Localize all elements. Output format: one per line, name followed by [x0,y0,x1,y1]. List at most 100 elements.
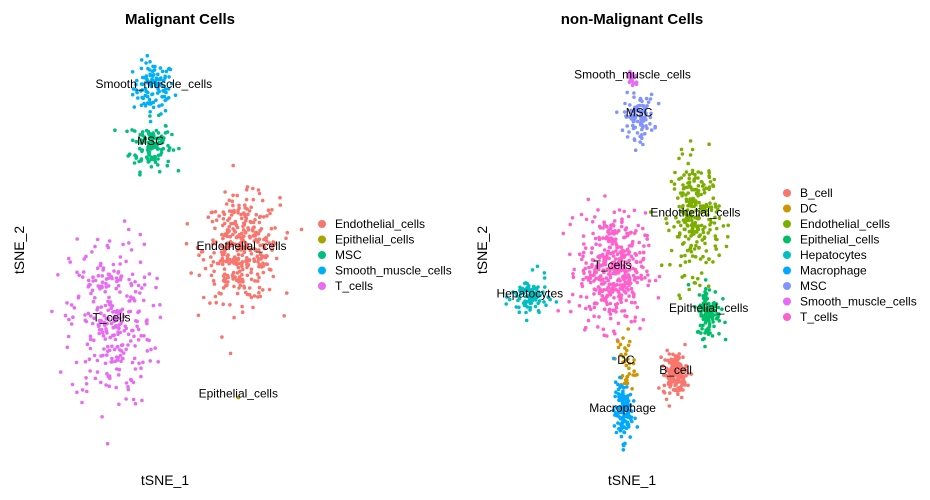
point-msc [171,148,176,152]
point-endothelial-cells [221,210,226,214]
point-t-cells [153,346,157,350]
point-b-cell [667,371,672,375]
point-t-cells [588,270,592,274]
point-macrophage [620,401,625,406]
point-msc [170,132,174,137]
point-epithelial-cells [711,301,716,306]
point-t-cells [581,234,586,238]
point-t-cells [126,343,130,347]
point-t-cells [577,303,582,308]
point-msc [648,97,653,101]
point-t-cells [590,220,595,224]
point-t-cells [114,276,119,280]
point-t-cells [118,255,123,259]
point-t-cells [647,279,652,283]
point-hepatocytes [546,295,550,300]
point-msc [623,101,627,106]
point-t-cells [126,227,131,232]
point-epithelial-cells [707,304,712,309]
point-t-cells [594,242,598,246]
point-t-cells [115,308,120,313]
point-t-cells [612,219,617,223]
point-macrophage [613,380,618,385]
point-endothelial-cells [249,220,253,225]
point-endothelial-cells [664,216,668,221]
point-t-cells [605,302,609,307]
point-t-cells [601,226,605,230]
point-t-cells [598,226,603,230]
point-t-cells [93,278,98,283]
point-msc [139,141,143,145]
point-t-cells [99,311,103,316]
point-endothelial-cells [692,179,696,183]
point-b-cell [679,368,683,372]
point-endothelial-cells [683,260,688,264]
point-msc [640,115,644,120]
point-macrophage [626,410,630,415]
point-endothelial-cells [704,186,708,190]
point-epithelial-cells [710,334,715,338]
point-msc [156,163,160,167]
point-t-cells [138,291,142,295]
point-t-cells [88,346,93,351]
point-endothelial-cells [681,183,685,187]
point-msc [649,111,653,116]
point-t-cells [610,263,614,268]
point-msc [150,134,154,139]
point-hepatocytes [524,300,528,305]
point-t-cells [92,316,96,321]
point-msc [643,131,647,136]
point-t-cells [67,256,71,261]
point-hepatocytes [536,309,541,313]
point-t-cells [608,273,612,277]
point-t-cells [124,347,128,352]
point-msc [159,147,164,152]
point-endothelial-cells [234,261,239,265]
point-t-cells [124,326,129,331]
point-b-cell [681,388,685,392]
point-t-cells [632,278,637,282]
point-b-cell [664,397,669,402]
point-epithelial-cells [697,293,702,297]
point-t-cells [107,374,112,378]
point-t-cells [93,244,97,249]
point-msc [165,130,170,134]
point-smooth-muscle-cells [150,78,155,82]
point-b-cell [667,352,672,356]
point-endothelial-cells [217,291,221,295]
point-t-cells [129,378,134,383]
point-endothelial-cells [706,284,711,289]
point-t-cells [127,241,131,245]
point-t-cells [634,269,638,273]
legend-key [783,313,791,321]
point-t-cells [592,314,596,319]
point-t-cells [106,344,110,349]
point-t-cells [625,248,630,253]
point-smooth-muscle-cells [139,58,144,62]
point-t-cells [124,259,128,264]
point-t-cells [581,250,586,255]
point-smooth-muscle-cells [152,68,157,72]
point-endothelial-cells [274,256,279,261]
point-macrophage [624,426,629,431]
point-b-cell [657,386,661,390]
point-t-cells [641,257,645,262]
point-t-cells [580,284,585,289]
legend-key [783,297,791,306]
point-t-cells [69,303,74,307]
point-epithelial-cells [703,344,707,349]
point-t-cells [619,258,624,263]
point-endothelial-cells [680,209,684,214]
point-endothelial-cells [232,315,236,320]
point-t-cells [124,381,129,385]
point-endothelial-cells [254,212,258,217]
point-macrophage [616,392,621,396]
point-endothelial-cells [687,259,692,264]
point-t-cells [598,287,602,291]
point-endothelial-cells [245,245,250,249]
point-t-cells [602,220,606,224]
point-smooth-muscle-cells [148,119,153,124]
point-endothelial-cells [696,170,700,174]
point-endothelial-cells [217,261,221,266]
point-endothelial-cells [695,226,700,230]
